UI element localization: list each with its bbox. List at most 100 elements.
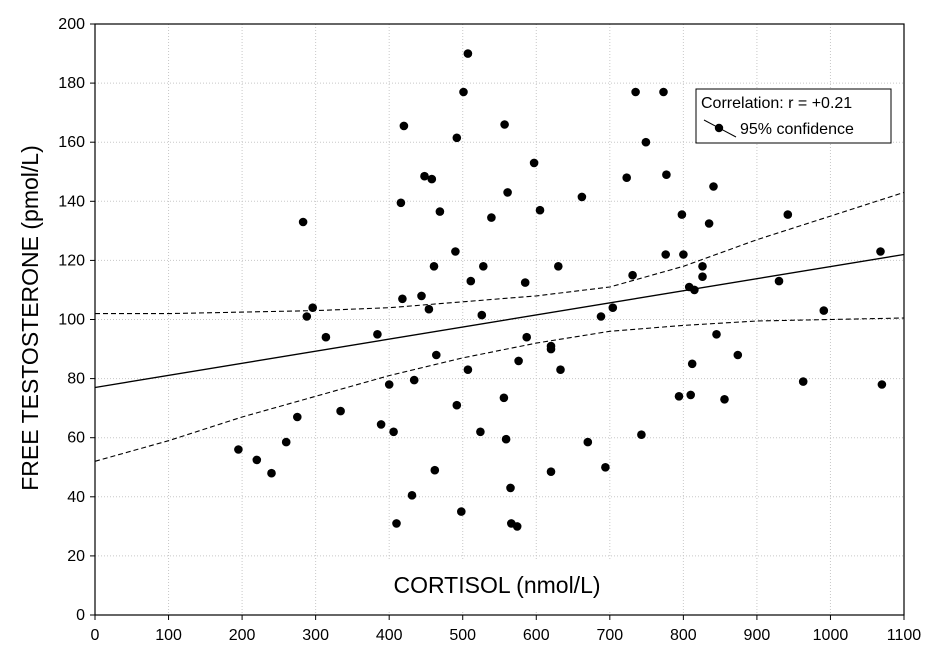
- data-point: [622, 173, 631, 182]
- data-point: [396, 198, 406, 208]
- data-point: [514, 356, 523, 366]
- data-point: [783, 210, 793, 219]
- data-point: [720, 395, 729, 404]
- y-tick-label: 180: [58, 75, 85, 92]
- x-tick-label: 1100: [887, 627, 922, 644]
- data-point: [546, 344, 556, 354]
- data-point: [452, 133, 462, 143]
- data-point: [302, 312, 312, 321]
- data-point: [407, 491, 417, 500]
- data-point: [417, 291, 426, 301]
- data-point: [451, 247, 460, 256]
- data-point: [546, 467, 556, 477]
- data-point: [308, 303, 318, 313]
- y-tick-label: 100: [58, 312, 85, 329]
- data-point: [435, 207, 445, 216]
- data-point: [427, 174, 437, 184]
- data-point: [392, 519, 401, 528]
- y-tick-label: 140: [58, 193, 85, 210]
- ci-upper-line: [95, 191, 905, 315]
- y-tick-label: 200: [58, 16, 85, 33]
- data-point: [376, 420, 386, 429]
- regression-group: [94, 253, 905, 389]
- y-tick-labels: 0 20 40 60 80 100 120 140 160 180 200: [58, 16, 85, 624]
- y-tick-label: 80: [67, 371, 85, 388]
- data-point: [877, 380, 887, 389]
- legend: Correlation: r = +0.21 95% confidence: [695, 88, 892, 144]
- x-tick-label: 900: [744, 627, 771, 644]
- data-point: [466, 276, 476, 286]
- data-point: [298, 217, 308, 227]
- data-point: [522, 332, 531, 342]
- data-point: [463, 365, 473, 375]
- data-point: [712, 330, 721, 339]
- x-tick-label: 300: [302, 627, 329, 644]
- legend-point-marker: [714, 123, 724, 133]
- x-axis-title: CORTISOL (nmol/L): [393, 572, 600, 598]
- data-point: [628, 270, 637, 280]
- data-point: [336, 406, 345, 416]
- data-point: [373, 330, 382, 339]
- data-point: [698, 272, 707, 282]
- data-points: [234, 49, 887, 531]
- data-point: [631, 87, 640, 97]
- x-tick-label: 500: [449, 627, 476, 644]
- x-tick-label: 100: [155, 627, 182, 644]
- x-tick-label: 400: [376, 627, 403, 644]
- data-point: [677, 210, 687, 219]
- data-point: [506, 483, 515, 493]
- data-point: [690, 285, 699, 295]
- data-point: [520, 278, 530, 287]
- data-point: [556, 365, 565, 375]
- data-point: [477, 310, 487, 320]
- x-axis-title-background: [368, 560, 630, 612]
- legend-confidence-text: 95% confidence: [740, 121, 854, 138]
- data-point: [637, 430, 646, 440]
- data-point: [733, 350, 743, 360]
- data-point: [686, 390, 695, 400]
- data-point: [234, 445, 243, 454]
- data-point: [459, 87, 468, 97]
- data-point: [293, 412, 302, 422]
- data-point: [687, 359, 697, 369]
- data-point: [501, 434, 511, 444]
- data-point: [463, 49, 473, 58]
- data-point: [577, 192, 587, 202]
- data-point: [252, 455, 262, 465]
- data-point: [661, 250, 670, 259]
- data-point: [424, 304, 434, 314]
- data-point: [429, 262, 439, 271]
- data-point: [601, 463, 610, 472]
- data-point: [679, 250, 688, 259]
- data-point: [554, 262, 563, 271]
- data-point: [535, 205, 545, 215]
- legend-correlation-text: Correlation: r = +0.21: [701, 95, 852, 112]
- data-point: [641, 137, 651, 147]
- data-point: [389, 427, 398, 437]
- data-point: [798, 377, 808, 386]
- y-tick-label: 160: [58, 134, 85, 151]
- data-point: [384, 380, 394, 389]
- data-point: [529, 158, 539, 168]
- data-point: [674, 392, 684, 401]
- axis-ticks: [90, 23, 905, 620]
- data-point: [709, 182, 718, 191]
- y-tick-label: 0: [76, 607, 85, 624]
- grid: [95, 24, 904, 615]
- data-point: [321, 332, 331, 342]
- data-point: [281, 437, 291, 447]
- data-point: [399, 121, 409, 131]
- data-point: [452, 400, 462, 410]
- y-axis-title: FREE TESTOSTERONE (pmol/L): [17, 145, 43, 491]
- data-point: [596, 312, 606, 321]
- regression-line: [94, 253, 905, 389]
- data-point: [698, 262, 707, 271]
- x-tick-label: 800: [670, 627, 697, 644]
- y-tick-label: 40: [67, 489, 85, 506]
- data-point: [704, 219, 714, 228]
- data-point: [819, 306, 829, 315]
- data-point: [583, 437, 593, 447]
- legend-box: [695, 88, 892, 144]
- data-point: [457, 507, 466, 516]
